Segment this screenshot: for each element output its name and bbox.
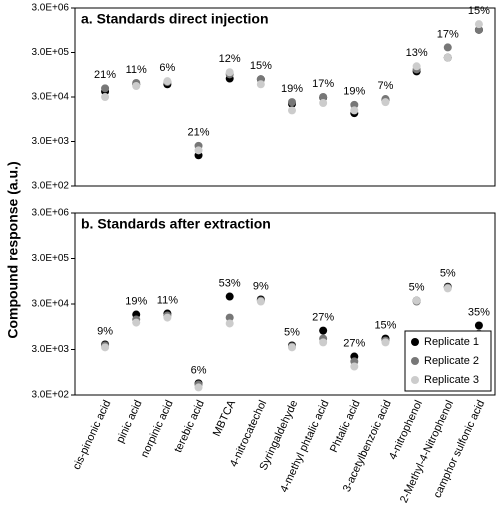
x-tick-label: terebic acid <box>172 398 207 454</box>
y-tick-label: 3.0E+05 <box>31 47 69 58</box>
point <box>350 362 359 371</box>
rsd-annotation: 6% <box>159 62 175 74</box>
point <box>474 20 483 29</box>
point <box>412 296 421 305</box>
point <box>319 338 328 347</box>
y-tick-label: 3.0E+06 <box>31 3 69 14</box>
point <box>101 93 110 101</box>
rsd-annotation: 6% <box>191 364 207 376</box>
point <box>288 343 296 352</box>
point <box>256 80 265 89</box>
rsd-annotation: 5% <box>440 268 456 280</box>
rsd-annotation: 11% <box>157 294 178 306</box>
point <box>194 146 203 155</box>
rsd-annotation: 11% <box>126 64 147 76</box>
point <box>194 383 203 392</box>
rsd-annotation: 15% <box>374 320 396 332</box>
x-tick-label: Phtalic acid <box>328 398 363 454</box>
rsd-annotation: 17% <box>312 78 334 90</box>
rsd-annotation: 19% <box>343 86 365 98</box>
point <box>256 297 265 306</box>
y-tick-label: 3.0E+02 <box>31 181 69 192</box>
y-tick-label: 3.0E+05 <box>31 253 69 264</box>
y-tick-label: 3.0E+02 <box>31 390 69 401</box>
rsd-annotation: 15% <box>250 60 272 72</box>
point <box>101 343 110 352</box>
point <box>132 318 141 327</box>
point <box>163 313 172 322</box>
rsd-annotation: 7% <box>378 80 394 92</box>
point <box>288 106 296 115</box>
point <box>288 98 296 107</box>
legend-box <box>404 330 492 392</box>
rsd-annotation: 27% <box>312 312 334 324</box>
point <box>319 98 328 107</box>
point <box>101 84 110 93</box>
point <box>225 319 234 328</box>
legend-label: Replicate 1 <box>424 336 479 348</box>
legend-label: Replicate 3 <box>424 374 479 386</box>
point <box>443 53 452 62</box>
point <box>474 321 483 330</box>
legend-label: Replicate 2 <box>424 355 479 367</box>
point <box>381 338 390 347</box>
point <box>350 100 359 109</box>
rsd-annotation: 53% <box>219 277 241 289</box>
y-tick-label: 3.0E+04 <box>31 299 69 310</box>
point <box>163 77 172 86</box>
point <box>225 313 234 322</box>
point <box>412 62 421 71</box>
rsd-annotation: 12% <box>219 53 241 65</box>
point <box>443 43 452 52</box>
plot-frame <box>74 7 496 187</box>
legend-swatch <box>411 338 419 346</box>
y-tick-label: 3.0E+06 <box>31 208 69 219</box>
rsd-annotation: 17% <box>437 28 459 40</box>
point <box>319 93 328 101</box>
rsd-annotation: 13% <box>406 47 428 59</box>
rsd-annotation: 5% <box>409 281 425 293</box>
point <box>225 68 234 77</box>
rsd-annotation: 21% <box>94 69 116 81</box>
point <box>381 98 390 107</box>
legend-swatch <box>411 357 419 365</box>
point <box>132 82 141 91</box>
y-axis-label: Compound response (a.u.) <box>5 161 21 338</box>
panel-title: a. Standards direct injection <box>81 11 269 27</box>
y-tick-label: 3.0E+03 <box>31 344 69 355</box>
panel-title: b. Standards after extraction <box>81 216 271 232</box>
x-tick-label: pinic acid <box>114 398 144 445</box>
x-tick-label: norpinic acid <box>139 398 176 459</box>
rsd-annotation: 19% <box>125 295 147 307</box>
rsd-annotation: 21% <box>188 127 210 139</box>
rsd-annotation: 27% <box>343 337 365 349</box>
legend-swatch <box>411 376 419 384</box>
rsd-annotation: 35% <box>468 306 490 318</box>
point <box>319 326 328 335</box>
rsd-annotation: 15% <box>468 5 490 17</box>
rsd-annotation: 9% <box>97 325 113 337</box>
rsd-annotation: 5% <box>284 326 300 338</box>
rsd-annotation: 19% <box>281 83 303 95</box>
point <box>350 106 359 115</box>
point <box>225 292 234 301</box>
x-tick-label: cis-pinonic acid <box>71 398 114 471</box>
x-tick-label: MBTCA <box>211 398 238 439</box>
point <box>443 284 452 293</box>
point <box>474 25 483 34</box>
y-tick-label: 3.0E+04 <box>31 92 69 103</box>
y-tick-label: 3.0E+03 <box>31 136 69 147</box>
rsd-annotation: 9% <box>253 280 269 292</box>
